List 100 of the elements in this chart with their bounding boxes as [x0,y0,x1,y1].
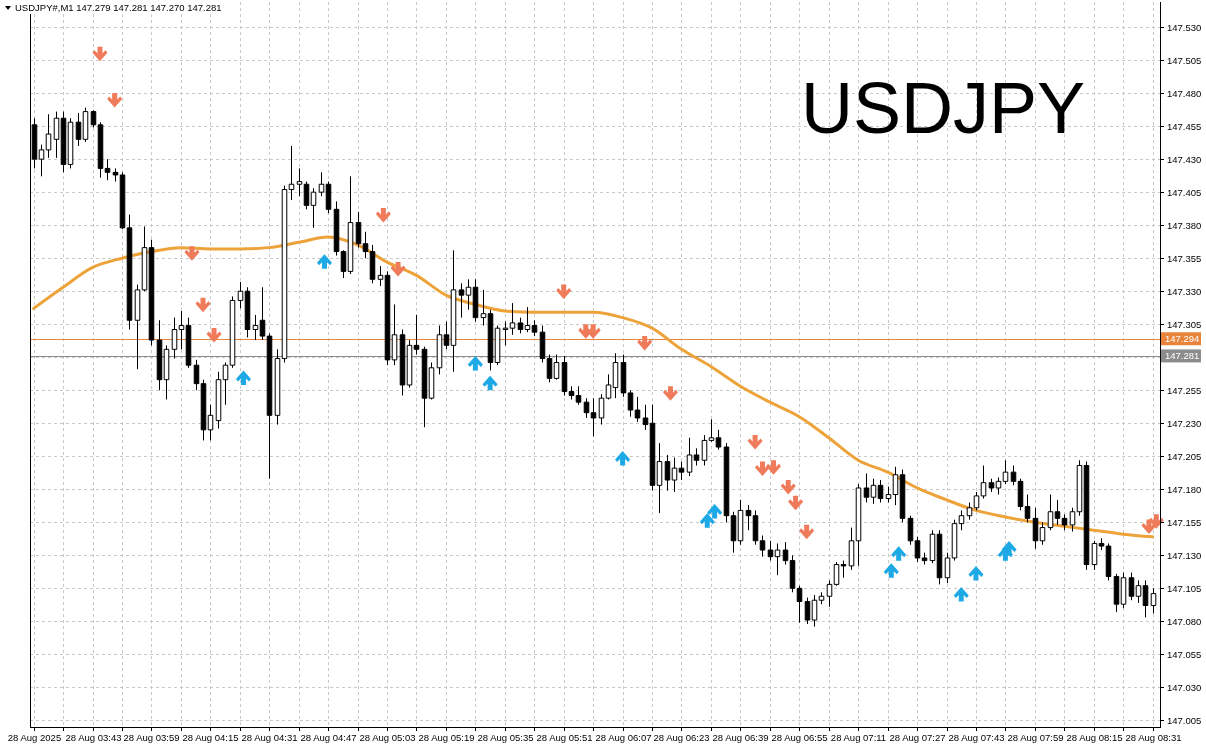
x-tick-label: 28 Aug 08:15 [1066,732,1123,743]
candlestick [1150,587,1157,614]
candlestick [384,270,391,366]
candlestick [185,317,192,369]
x-tick-label: 28 Aug 05:03 [359,732,416,743]
point [883,563,899,578]
candlestick [436,325,443,375]
y-tick-label: 147.455 [1167,121,1202,132]
candlestick [958,509,965,531]
candlestick [899,468,906,523]
candlestick [840,560,847,579]
candlestick [826,579,833,608]
point [206,328,222,343]
x-tick-label: 28 Aug 05:19 [418,732,475,743]
candlestick [774,542,781,576]
candlestick [1135,579,1142,604]
point [799,524,815,540]
y-tick-label: 147.005 [1167,715,1202,726]
candlestick [1010,465,1017,486]
candlestick [141,226,148,292]
x-tick-label: 28 Aug 07:59 [1007,732,1064,743]
candlestick [590,397,597,437]
point [662,386,678,401]
candlestick [75,112,82,147]
point [390,262,406,277]
candlestick [561,355,568,397]
candlestick [1039,521,1046,546]
y-tick-label: 147.405 [1167,187,1202,198]
y-tick-label: 147.255 [1167,385,1202,396]
point [968,565,984,581]
candlestick [126,214,133,330]
candlestick [200,379,207,441]
candlestick [1083,461,1090,571]
candlestick [274,348,281,426]
point [556,284,572,300]
candlestick [347,175,354,275]
y-tick-label: 147.480 [1167,88,1202,99]
candlestick [598,393,605,426]
candlestick [340,249,347,279]
point [467,356,483,371]
candlestick [553,354,560,381]
x-tick-label: 28 Aug 04:31 [241,732,298,743]
candlestick [759,535,766,558]
candlestick [627,389,634,418]
candlestick [207,404,214,441]
y-tick-label: 147.330 [1167,286,1202,297]
candlestick [855,483,862,567]
candlestick [877,479,884,503]
candlestick [1047,494,1054,531]
candlestick [1142,579,1149,618]
candlestick [281,185,288,364]
candlestick [686,437,693,477]
candlestick [921,552,928,566]
candlestick [406,339,413,389]
x-tick-label: 28 Aug 05:51 [536,732,593,743]
candlestick [45,113,52,159]
ref-line-label: 147.281 [1165,350,1200,362]
candlestick [575,385,582,406]
y-tick-label: 147.305 [1167,319,1202,330]
candlestick [517,317,524,334]
candlestick [701,434,708,467]
candlestick [421,346,428,428]
candlestick [752,509,759,546]
y-tick-label: 147.505 [1167,55,1202,66]
candlestick [988,478,995,493]
candlestick [1017,478,1024,511]
candlestick [377,265,384,287]
candlestick [333,200,340,257]
candlestick [1002,459,1009,485]
candlestick [789,554,796,593]
candlestick [708,418,715,443]
candlestick [1091,540,1098,571]
candlestick [907,515,914,546]
candlestick [642,404,649,431]
point [747,435,763,450]
point [891,546,907,561]
candlestick [870,478,877,505]
candlestick [995,476,1002,496]
point [316,254,332,269]
y-tick-label: 147.105 [1167,583,1202,594]
candlestick [546,354,553,383]
candlestick [966,502,973,521]
candlestick [656,442,663,514]
candlestick [914,536,921,563]
candlestick [450,249,457,373]
x-tick-label: 28 Aug 2025 [7,732,62,743]
point [1148,514,1164,529]
candlestick [539,325,546,364]
candlestick [1061,513,1068,531]
x-tick-label: 28 Aug 07:27 [889,732,946,743]
ref-line-label: 147.294 [1165,333,1200,345]
x-tick-label: 28 Aug 06:55 [771,732,828,743]
y-tick-label: 147.205 [1167,451,1202,462]
candlestick [259,286,266,341]
candlestick [568,385,575,400]
candlestick [67,117,74,169]
y-tick-label: 147.130 [1167,550,1202,561]
candlestick [413,314,420,356]
candlestick [1120,571,1127,609]
x-tick-label: 28 Aug 04:47 [300,732,357,743]
